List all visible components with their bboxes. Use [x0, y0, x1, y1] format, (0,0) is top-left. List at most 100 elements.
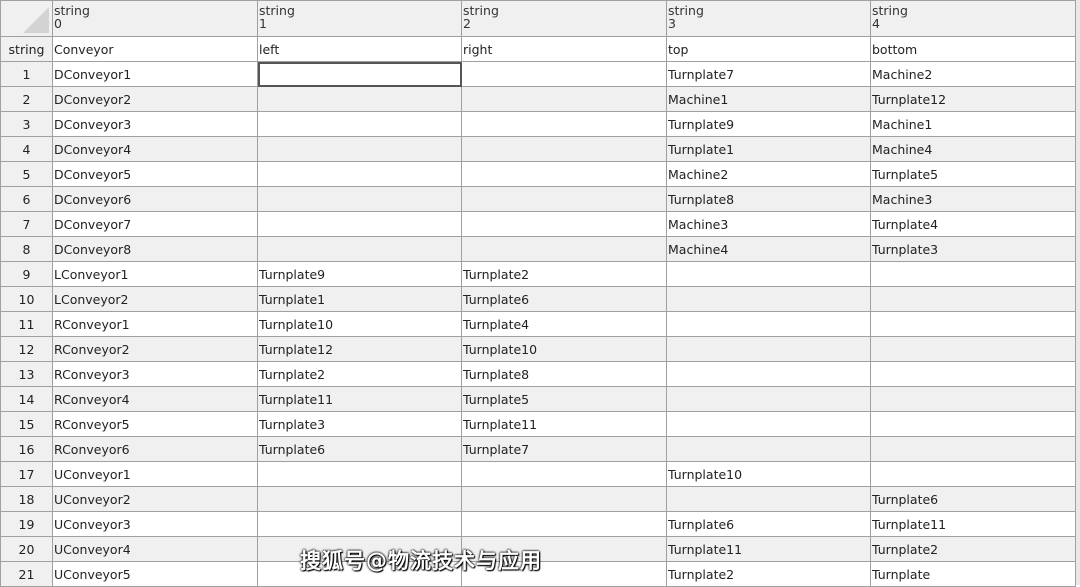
column-header-4[interactable]: string 4 — [870, 0, 1076, 37]
cell[interactable]: Turnplate10 — [461, 336, 667, 362]
cell[interactable]: Turnplate7 — [666, 61, 871, 87]
cell[interactable]: RConveyor3 — [52, 361, 258, 387]
cell[interactable]: Turnplate2 — [666, 561, 871, 587]
cell[interactable] — [461, 161, 667, 187]
cell[interactable] — [461, 61, 667, 87]
cell[interactable] — [666, 261, 871, 287]
cell[interactable] — [461, 211, 667, 237]
cell[interactable]: bottom — [870, 36, 1076, 62]
cell[interactable]: Turnplate3 — [257, 411, 462, 437]
cell[interactable] — [666, 361, 871, 387]
cell[interactable]: Machine4 — [666, 236, 871, 262]
cell[interactable]: UConveyor4 — [52, 536, 258, 562]
cell[interactable]: right — [461, 36, 667, 62]
row-header[interactable]: string — [0, 36, 53, 62]
cell[interactable] — [257, 486, 462, 512]
cell[interactable] — [257, 61, 462, 87]
cell[interactable]: LConveyor2 — [52, 286, 258, 312]
cell[interactable]: LConveyor1 — [52, 261, 258, 287]
cell[interactable]: RConveyor6 — [52, 436, 258, 462]
cell[interactable] — [666, 311, 871, 337]
cell[interactable]: Machine4 — [870, 136, 1076, 162]
cell[interactable]: Machine2 — [870, 61, 1076, 87]
row-header[interactable]: 8 — [0, 236, 53, 262]
cell[interactable] — [461, 461, 667, 487]
cell[interactable]: Turnplate10 — [257, 311, 462, 337]
cell[interactable]: RConveyor4 — [52, 386, 258, 412]
cell[interactable] — [666, 286, 871, 312]
vertical-scrollbar[interactable] — [1076, 0, 1080, 585]
cell[interactable] — [257, 136, 462, 162]
cell[interactable]: Turnplate6 — [257, 436, 462, 462]
row-header[interactable]: 21 — [0, 561, 53, 587]
cell[interactable] — [257, 461, 462, 487]
row-header[interactable]: 4 — [0, 136, 53, 162]
cell[interactable] — [870, 386, 1076, 412]
cell[interactable]: Turnplate1 — [666, 136, 871, 162]
cell[interactable] — [257, 86, 462, 112]
row-header[interactable]: 1 — [0, 61, 53, 87]
cell[interactable] — [257, 236, 462, 262]
cell[interactable]: DConveyor8 — [52, 236, 258, 262]
cell[interactable] — [461, 186, 667, 212]
cell[interactable]: Turnplate2 — [257, 361, 462, 387]
cell[interactable]: DConveyor1 — [52, 61, 258, 87]
cell[interactable] — [870, 361, 1076, 387]
cell[interactable] — [666, 386, 871, 412]
cell[interactable] — [870, 311, 1076, 337]
cell[interactable]: Turnplate11 — [461, 411, 667, 437]
row-header[interactable]: 19 — [0, 511, 53, 537]
cell[interactable] — [461, 561, 667, 587]
cell[interactable] — [461, 536, 667, 562]
cell[interactable] — [257, 211, 462, 237]
cell[interactable]: Turnplate6 — [461, 286, 667, 312]
cell[interactable]: Conveyor — [52, 36, 258, 62]
cell[interactable]: Turnplate2 — [461, 261, 667, 287]
cell[interactable]: Turnplate12 — [870, 86, 1076, 112]
cell[interactable]: Turnplate12 — [257, 336, 462, 362]
cell[interactable]: UConveyor2 — [52, 486, 258, 512]
cell[interactable] — [461, 86, 667, 112]
row-header[interactable]: 5 — [0, 161, 53, 187]
cell[interactable]: Turnplate6 — [666, 511, 871, 537]
cell[interactable] — [461, 111, 667, 137]
select-all-corner[interactable] — [0, 0, 53, 37]
row-header[interactable]: 2 — [0, 86, 53, 112]
cell[interactable] — [666, 336, 871, 362]
cell[interactable]: Turnplate8 — [461, 361, 667, 387]
row-header[interactable]: 11 — [0, 311, 53, 337]
column-header-2[interactable]: string 2 — [461, 0, 667, 37]
cell[interactable] — [870, 411, 1076, 437]
cell[interactable]: Turnplate7 — [461, 436, 667, 462]
cell[interactable]: Turnplate11 — [257, 386, 462, 412]
cell[interactable] — [257, 511, 462, 537]
cell[interactable]: Turnplate4 — [461, 311, 667, 337]
cell[interactable]: Turnplate — [870, 561, 1076, 587]
row-header[interactable]: 10 — [0, 286, 53, 312]
cell[interactable] — [666, 486, 871, 512]
cell[interactable] — [666, 436, 871, 462]
cell[interactable] — [666, 411, 871, 437]
cell[interactable] — [870, 336, 1076, 362]
column-header-3[interactable]: string 3 — [666, 0, 871, 37]
cell[interactable]: DConveyor4 — [52, 136, 258, 162]
cell[interactable]: DConveyor7 — [52, 211, 258, 237]
row-header[interactable]: 14 — [0, 386, 53, 412]
column-header-1[interactable]: string 1 — [257, 0, 462, 37]
cell[interactable]: Machine2 — [666, 161, 871, 187]
cell[interactable]: Machine1 — [870, 111, 1076, 137]
cell[interactable]: Turnplate10 — [666, 461, 871, 487]
row-header[interactable]: 6 — [0, 186, 53, 212]
cell[interactable] — [870, 436, 1076, 462]
cell[interactable]: DConveyor5 — [52, 161, 258, 187]
cell[interactable]: Turnplate5 — [461, 386, 667, 412]
cell[interactable]: UConveyor1 — [52, 461, 258, 487]
row-header[interactable]: 20 — [0, 536, 53, 562]
cell[interactable]: Turnplate11 — [870, 511, 1076, 537]
row-header[interactable]: 9 — [0, 261, 53, 287]
cell[interactable] — [870, 461, 1076, 487]
row-header[interactable]: 18 — [0, 486, 53, 512]
cell[interactable]: UConveyor3 — [52, 511, 258, 537]
cell[interactable]: Machine1 — [666, 86, 871, 112]
cell[interactable]: DConveyor2 — [52, 86, 258, 112]
